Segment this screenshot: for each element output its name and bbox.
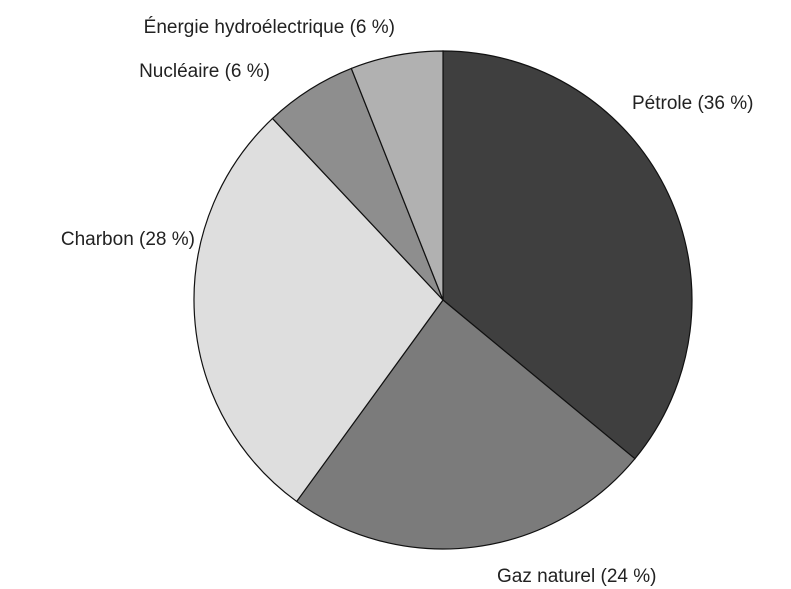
slice-label: Gaz naturel (24 %)	[497, 566, 656, 587]
slice-label: Nucléaire (6 %)	[139, 61, 270, 82]
slice-label: Charbon (28 %)	[61, 229, 195, 250]
pie-slice	[193, 117, 444, 503]
pie-slice	[442, 50, 693, 460]
slice-label: Pétrole (36 %)	[632, 93, 753, 114]
slice-label: Énergie hydroélectrique (6 %)	[144, 17, 395, 38]
pie-slice	[295, 299, 636, 550]
pie-slice	[350, 50, 444, 301]
